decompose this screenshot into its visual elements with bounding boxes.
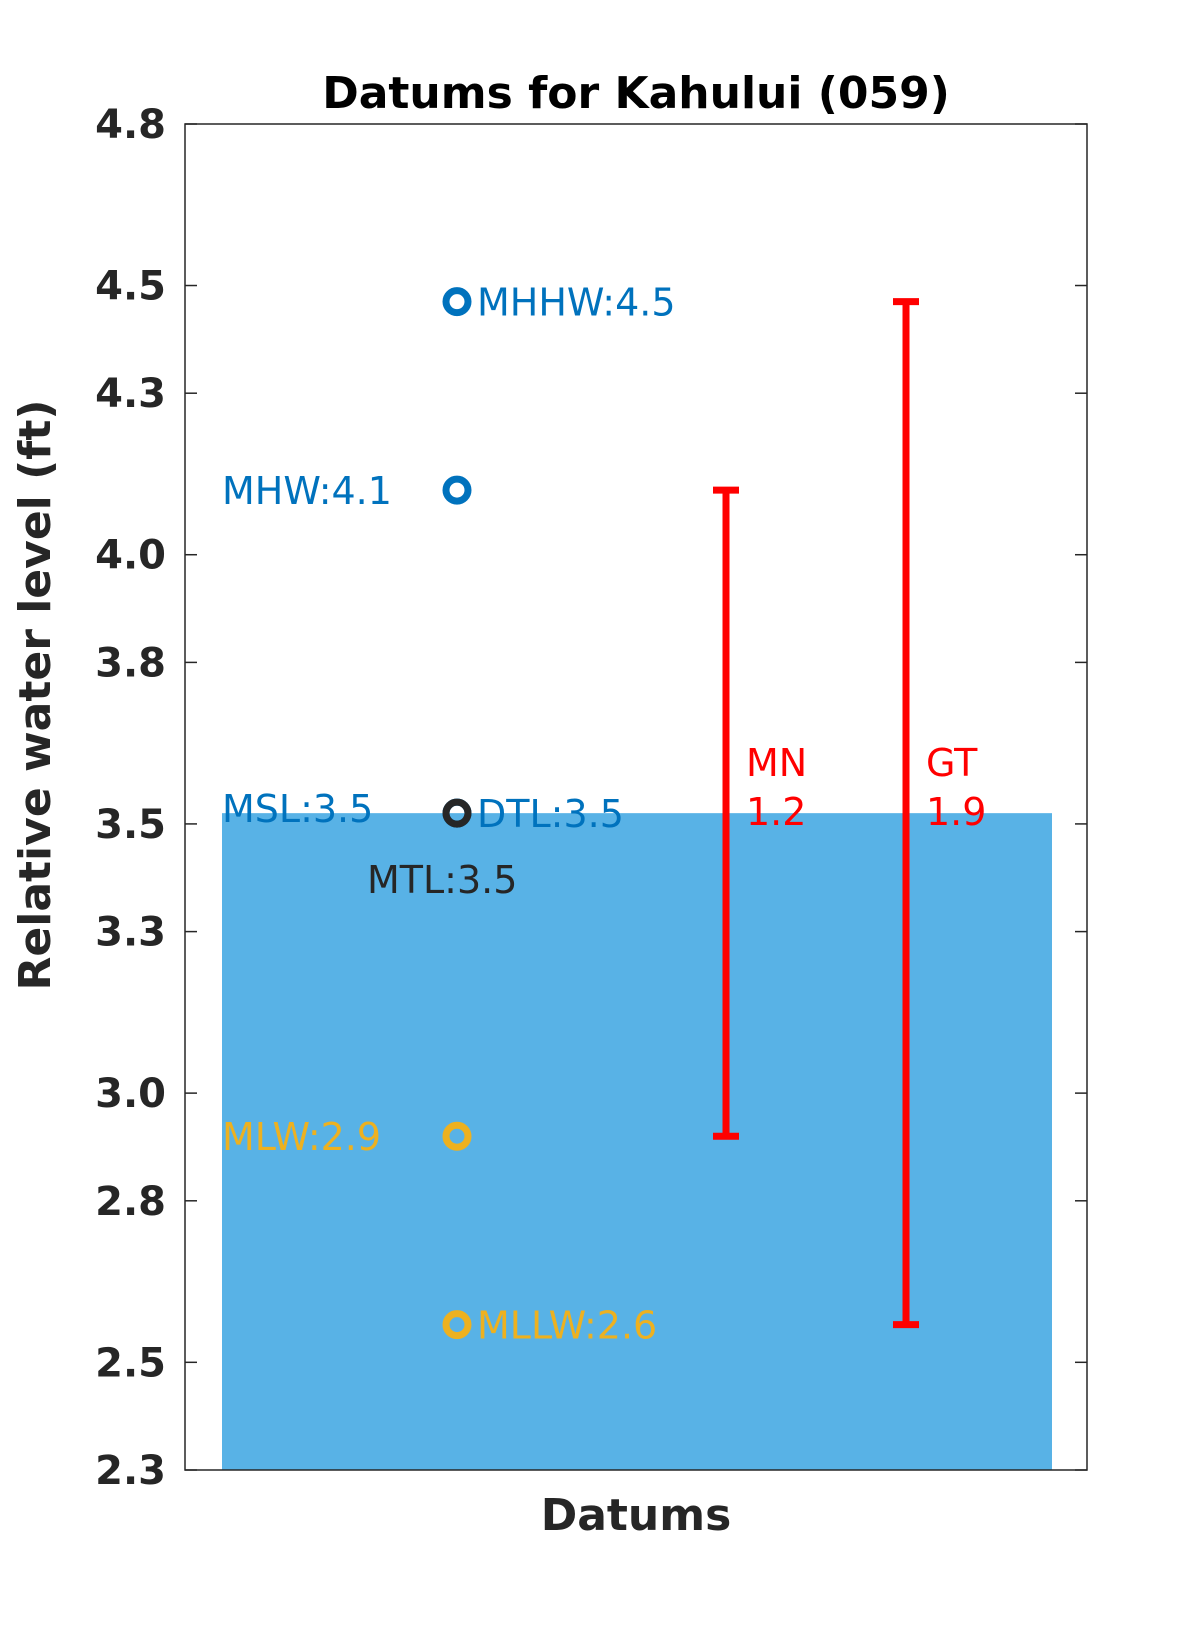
y-tick-label: 2.3 bbox=[95, 1448, 166, 1494]
y-tick-label: 4.8 bbox=[95, 102, 166, 148]
chart-title: Datums for Kahului (059) bbox=[322, 68, 950, 119]
plot-frame bbox=[184, 123, 1088, 1471]
range-label-mn: MN bbox=[746, 741, 807, 785]
y-tick-label: 3.5 bbox=[95, 802, 166, 848]
range-label-gt: GT bbox=[926, 741, 978, 785]
datum-label-mlw: MLW:2.9 bbox=[222, 1115, 381, 1159]
y-tick-label: 3.8 bbox=[95, 640, 166, 686]
datum-marker-mhw bbox=[442, 475, 472, 505]
range-value-mn: 1.2 bbox=[746, 790, 806, 834]
datum-marker-mlw bbox=[442, 1121, 472, 1151]
bar-msl bbox=[222, 813, 1052, 1470]
datum-label-dtl: DTL:3.5 bbox=[477, 792, 624, 836]
y-tick-label: 4.3 bbox=[95, 371, 166, 417]
range-value-gt: 1.9 bbox=[926, 790, 986, 834]
datum-marker-mtl bbox=[442, 798, 472, 828]
datum-marker-mllw bbox=[442, 1310, 472, 1340]
y-tick-label: 2.5 bbox=[95, 1340, 166, 1386]
y-tick-label: 3.0 bbox=[95, 1071, 166, 1117]
datum-label-mhw: MHW:4.1 bbox=[222, 469, 392, 513]
y-axis-label: Relative water level (ft) bbox=[10, 400, 61, 991]
y-tick-label: 2.8 bbox=[95, 1179, 166, 1225]
datum-label-msl: MSL:3.5 bbox=[222, 787, 373, 831]
y-tick-label: 4.0 bbox=[95, 533, 166, 579]
datum-label-mhhw: MHHW:4.5 bbox=[477, 281, 676, 325]
y-tick-label: 4.5 bbox=[95, 264, 166, 310]
datum-label-mllw: MLLW:2.6 bbox=[477, 1304, 657, 1348]
y-tick-label: 3.3 bbox=[95, 910, 166, 956]
datum-label-mtl: MTL:3.5 bbox=[367, 858, 517, 902]
datum-marker-mhhw bbox=[442, 287, 472, 317]
x-axis-label: Datums bbox=[541, 1490, 732, 1541]
